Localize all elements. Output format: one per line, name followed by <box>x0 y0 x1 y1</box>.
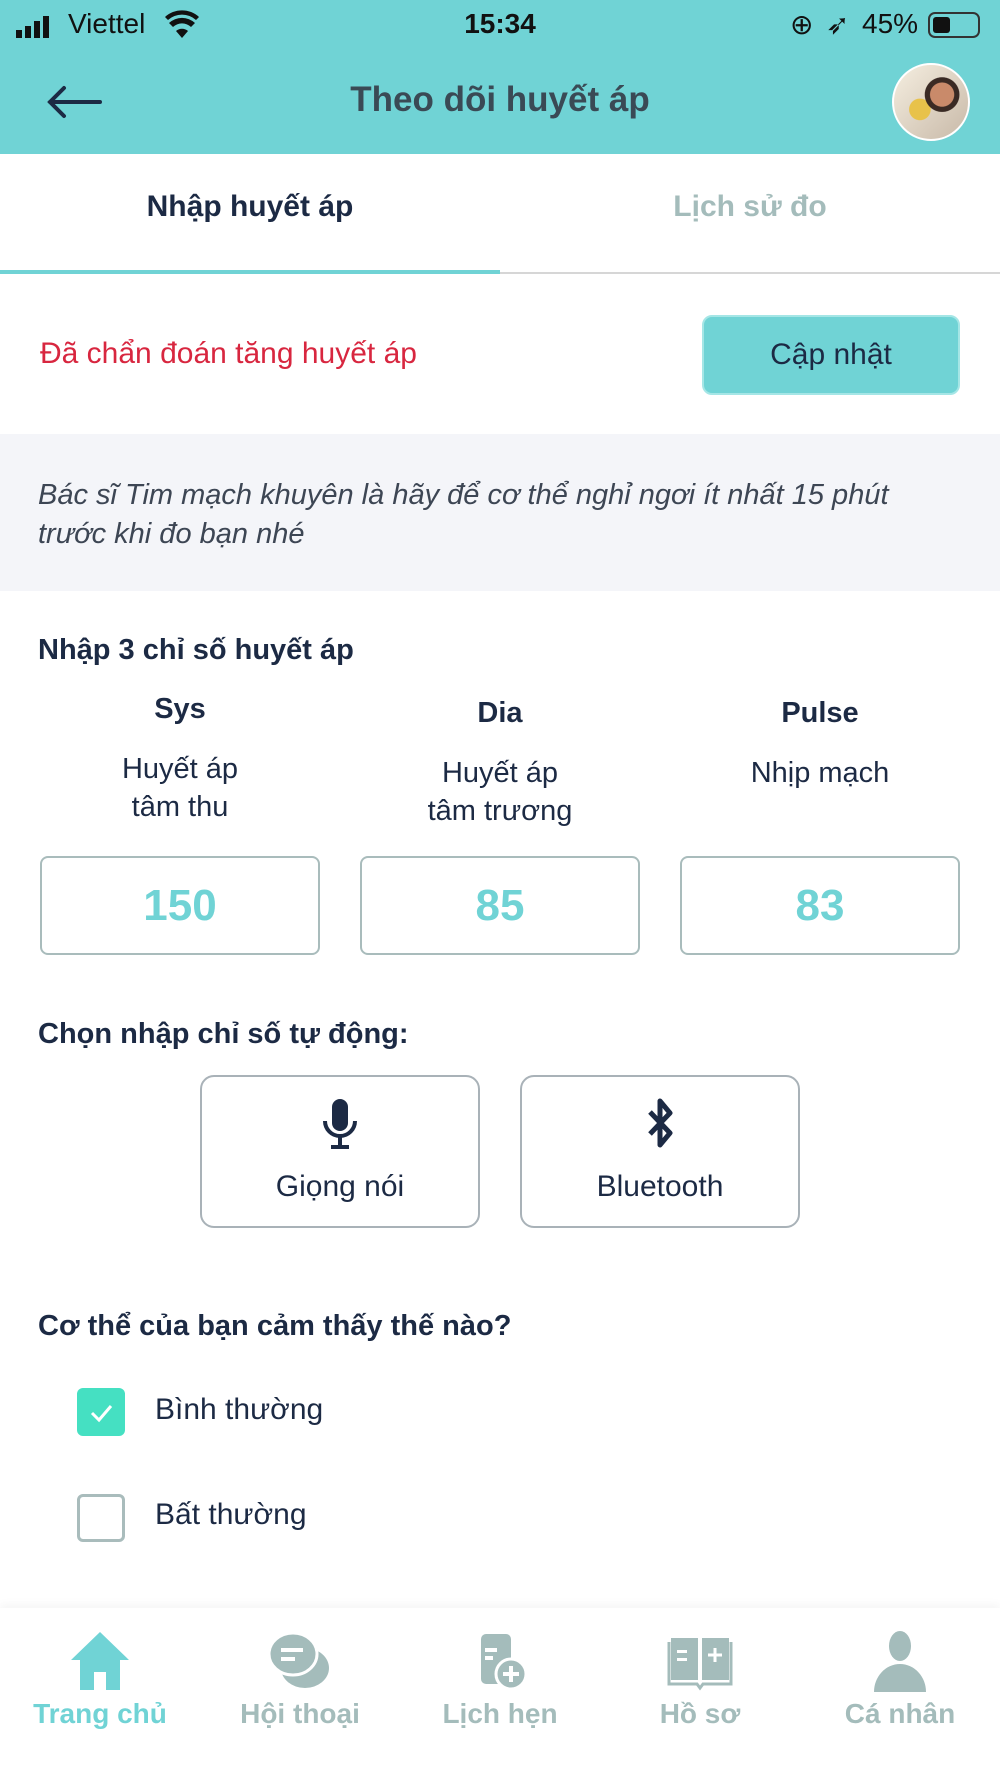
bluetooth-button[interactable]: Bluetooth <box>520 1075 800 1228</box>
location-icon: ➶ <box>826 9 850 40</box>
nav-chat-label: Hội thoại <box>240 1698 360 1729</box>
clock: 15:34 <box>464 8 536 39</box>
sys-desc: Huyết áp tâm thu <box>121 753 239 823</box>
checkmark-icon <box>90 1405 113 1423</box>
tip-panel <box>0 434 1000 591</box>
voice-input-button[interactable]: Giọng nói <box>200 1075 480 1228</box>
chat-icon <box>267 1631 329 1688</box>
active-tab-indicator <box>0 270 500 274</box>
bluetooth-icon <box>648 1098 673 1148</box>
pulse-label: Pulse Nhịp mạch <box>680 697 960 792</box>
abnormal-label[interactable]: Bất thường <box>155 1498 307 1531</box>
nav-records[interactable]: Hồ sơ <box>600 1630 800 1730</box>
nav-profile-label: Cá nhân <box>844 1698 956 1729</box>
sys-key: Sys <box>154 693 206 725</box>
update-button[interactable]: Cập nhật <box>702 315 960 395</box>
nav-profile[interactable]: Cá nhân <box>800 1630 1000 1730</box>
pulse-input[interactable]: 83 <box>680 856 960 955</box>
dia-label: Dia Huyết áp tâm trương <box>360 697 640 830</box>
carrier: Viettel <box>68 8 146 39</box>
pulse-key: Pulse <box>781 697 859 729</box>
avatar[interactable] <box>892 63 970 141</box>
feeling-heading: Cơ thể của bạn cảm thấy thế nào? <box>38 1310 512 1342</box>
nav-records-label: Hồ sơ <box>659 1698 741 1729</box>
sys-label: Sys Huyết áp tâm thu <box>40 693 320 826</box>
normal-checkbox[interactable] <box>77 1388 125 1436</box>
person-icon <box>874 1631 926 1692</box>
tab-history[interactable]: Lịch sử đo <box>673 190 827 223</box>
back-arrow-icon[interactable] <box>44 82 104 127</box>
rotation-lock-icon: ⊕ <box>790 9 814 40</box>
book-icon <box>667 1638 733 1691</box>
abnormal-checkbox[interactable] <box>77 1494 125 1542</box>
diagnosis-status: Đã chẩn đoán tăng huyết áp <box>40 337 417 370</box>
nav-home-label: Trang chủ <box>33 1698 167 1729</box>
inputs-heading: Nhập 3 chỉ số huyết áp <box>38 634 354 666</box>
signal-icon <box>16 16 52 38</box>
tab-input[interactable]: Nhập huyết áp <box>146 190 354 223</box>
nav-appointments[interactable]: Lịch hẹn <box>400 1630 600 1730</box>
page-title: Theo dõi huyết áp <box>350 80 650 119</box>
dia-key: Dia <box>477 697 523 729</box>
nav-chat[interactable]: Hội thoại <box>200 1630 400 1730</box>
voice-label: Giọng nói <box>275 1170 405 1203</box>
normal-label[interactable]: Bình thường <box>155 1393 324 1426</box>
battery-percent: 45% <box>862 8 919 39</box>
bluetooth-label: Bluetooth <box>596 1170 724 1203</box>
auto-heading: Chọn nhập chỉ số tự động: <box>38 1018 409 1050</box>
dia-input[interactable]: 85 <box>360 856 640 955</box>
battery-icon <box>928 12 980 38</box>
sys-input[interactable]: 150 <box>40 856 320 955</box>
microphone-icon <box>323 1099 357 1149</box>
home-icon <box>71 1632 129 1690</box>
nav-home[interactable]: Trang chủ <box>0 1630 200 1730</box>
tip-text: Bác sĩ Tim mạch khuyên là hãy để cơ thể … <box>38 479 889 550</box>
dia-desc: Huyết áp tâm trương <box>427 757 573 827</box>
pulse-desc: Nhịp mạch <box>750 757 890 789</box>
header-bar <box>0 0 1000 154</box>
wifi-icon <box>165 10 199 43</box>
nav-appointments-label: Lịch hẹn <box>442 1698 558 1729</box>
tab-divider <box>500 272 1000 274</box>
calendar-plus-icon <box>481 1634 528 1691</box>
